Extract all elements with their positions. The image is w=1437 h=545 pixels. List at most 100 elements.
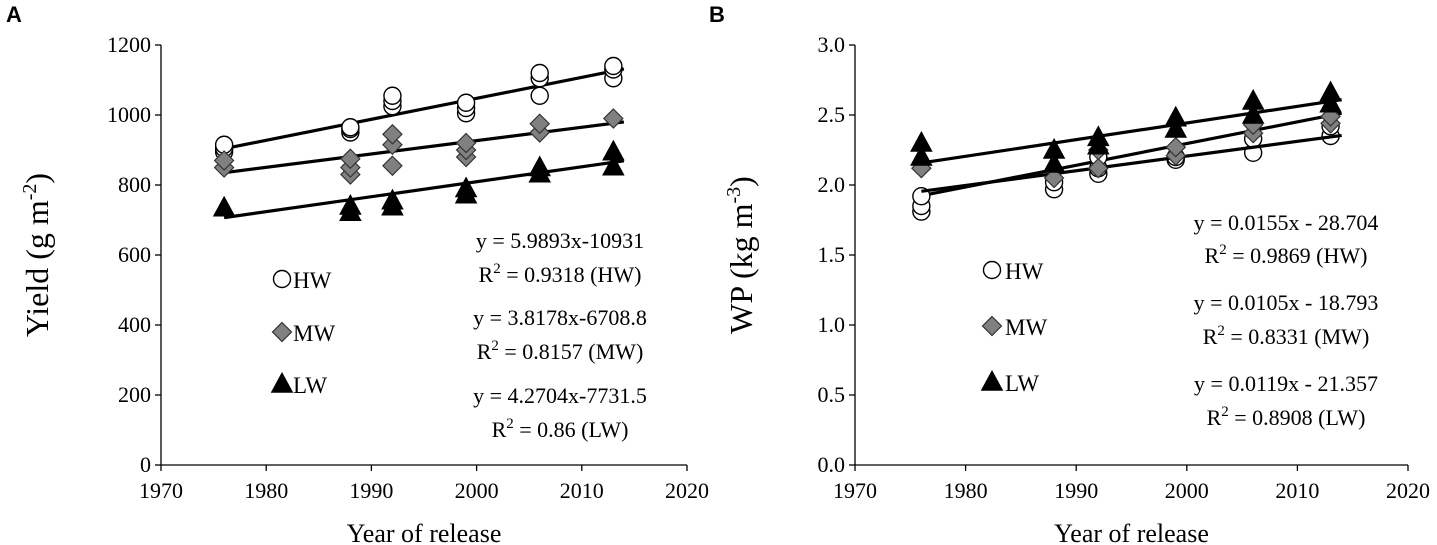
x-tick-label: 2000	[1165, 478, 1209, 503]
r-squared-prefix: R	[1205, 243, 1220, 268]
x-tick-label: 1980	[244, 478, 288, 503]
data-point-lw	[1241, 88, 1265, 110]
legend-marker-lw	[270, 371, 294, 393]
data-point-lw	[339, 193, 362, 215]
data-point-mw	[1165, 136, 1187, 158]
y-axis-title-sup: -3	[723, 187, 745, 204]
y-tick-label: 3.0	[818, 32, 846, 57]
y-tick-label: 2.0	[818, 172, 846, 197]
legend-label-lw: LW	[1005, 371, 1039, 396]
r-squared-value: = 0.9869 (HW)	[1227, 243, 1368, 268]
r-squared-prefix: R	[477, 339, 492, 364]
data-point-mw	[382, 123, 403, 145]
y-axis-title-sup: -2	[19, 184, 41, 201]
r-squared-value: = 0.8157 (MW)	[499, 339, 643, 364]
r-squared-sup: 2	[506, 416, 514, 432]
legend-marker-mw	[271, 321, 293, 343]
r-squared-lw: R2 = 0.8908 (LW)	[1207, 404, 1366, 430]
data-point-lw	[454, 176, 478, 198]
r-squared-sup: 2	[1217, 323, 1225, 339]
data-point-hw	[530, 63, 549, 83]
data-point-mw	[1043, 167, 1065, 189]
y-tick-label: 2.5	[818, 102, 846, 127]
y-axis-title-text: WP (kg m	[723, 203, 759, 333]
legend-label-hw: HW	[1005, 259, 1044, 284]
y-tick-label: 1.5	[818, 242, 846, 267]
legend-marker-mw	[981, 315, 1003, 337]
r-squared-mw: R2 = 0.8331 (MW)	[1203, 323, 1370, 349]
data-point-lw	[1241, 102, 1265, 124]
legend-marker-hw	[272, 269, 292, 289]
r-squared-prefix: R	[1207, 405, 1222, 430]
series-hw	[214, 56, 625, 161]
legend-label-mw: MW	[293, 321, 335, 346]
data-point-lw	[1164, 116, 1188, 138]
r-squared-value: = 0.8908 (LW)	[1229, 405, 1366, 430]
y-axis-title-text: Yield (g m	[19, 200, 55, 337]
r-squared-sup: 2	[491, 338, 499, 354]
r-squared-hw: R2 = 0.9318 (HW)	[479, 261, 642, 287]
x-tick-label: 2020	[665, 478, 709, 503]
y-axis-title: WP (kg m-3)	[723, 176, 759, 334]
series-mw	[213, 108, 625, 185]
y-tick-label: 0.0	[818, 452, 846, 477]
equation-lw: y = 4.2704x-7731.5	[473, 383, 647, 408]
legend-marker-hw	[982, 260, 1002, 280]
data-point-lw	[1087, 125, 1110, 147]
r-squared-prefix: R	[492, 417, 507, 442]
data-point-lw	[1164, 105, 1188, 127]
data-point-mw	[455, 132, 477, 154]
data-point-lw	[528, 155, 552, 177]
x-tick-label: 2010	[560, 478, 604, 503]
r-squared-sup: 2	[493, 261, 501, 277]
r-squared-sup: 2	[1221, 404, 1229, 420]
y-tick-label: 800	[118, 172, 151, 197]
y-tick-label: 400	[118, 312, 151, 337]
data-point-hw	[341, 118, 360, 137]
data-point-mw	[382, 134, 403, 156]
r-squared-prefix: R	[1203, 324, 1218, 349]
equation-hw: y = 5.9893x-10931	[476, 228, 644, 253]
data-point-mw	[213, 150, 235, 171]
data-point-lw	[1319, 91, 1342, 113]
panel-label: A	[6, 2, 22, 27]
trend-line-hw	[223, 67, 625, 151]
equation-hw: y = 0.0155x - 28.704	[1194, 210, 1379, 235]
equation-lw: y = 0.0119x - 21.357	[1194, 371, 1378, 396]
y-axis-title-end: )	[19, 173, 55, 184]
data-point-mw	[1087, 157, 1109, 179]
x-tick-label: 2020	[1386, 478, 1430, 503]
data-point-lw	[381, 188, 404, 210]
r-squared-lw: R2 = 0.86 (LW)	[492, 416, 629, 442]
series-mw	[911, 106, 1342, 193]
legend-label-mw: MW	[1005, 315, 1047, 340]
legend-marker-lw	[980, 369, 1004, 391]
x-axis-title: Year of release	[347, 519, 502, 545]
x-tick-label: 1970	[139, 478, 183, 503]
y-tick-label: 1000	[107, 102, 151, 127]
y-axis-title-end: )	[723, 176, 759, 187]
r-squared-hw: R2 = 0.9869 (HW)	[1205, 242, 1368, 268]
data-point-lw	[602, 154, 625, 176]
data-point-hw	[383, 86, 402, 105]
series-hw	[912, 111, 1342, 221]
r-squared-prefix: R	[479, 262, 494, 287]
series-lw	[910, 80, 1342, 173]
chart-panel-b: B 0.0 0.5 1.0 1.5 2.0 2.5 3.0 1970 1980 1990 2000 20…	[709, 2, 1430, 545]
trend-line-lw	[921, 98, 1342, 165]
chart-panel-a: A 0 200 400 600 800 1000 1200 1970 1980 1990 2000 20…	[6, 2, 709, 545]
data-point-lw	[1042, 151, 1066, 173]
data-point-lw	[602, 139, 625, 161]
x-axis-title: Year of release	[1054, 519, 1209, 545]
trend-line-mw	[223, 120, 625, 175]
r-squared-value: = 0.8331 (MW)	[1225, 324, 1369, 349]
x-tick-label: 1980	[944, 478, 988, 503]
data-point-lw	[1042, 137, 1066, 159]
trend-line-mw	[921, 133, 1342, 193]
data-point-mw	[340, 148, 361, 170]
data-point-mw	[382, 155, 403, 177]
y-axis-title: Yield (g m-2)	[19, 173, 55, 337]
series-lw	[212, 139, 625, 222]
r-squared-sup: 2	[1219, 242, 1227, 258]
equation-mw: y = 0.0105x - 18.793	[1194, 290, 1379, 315]
